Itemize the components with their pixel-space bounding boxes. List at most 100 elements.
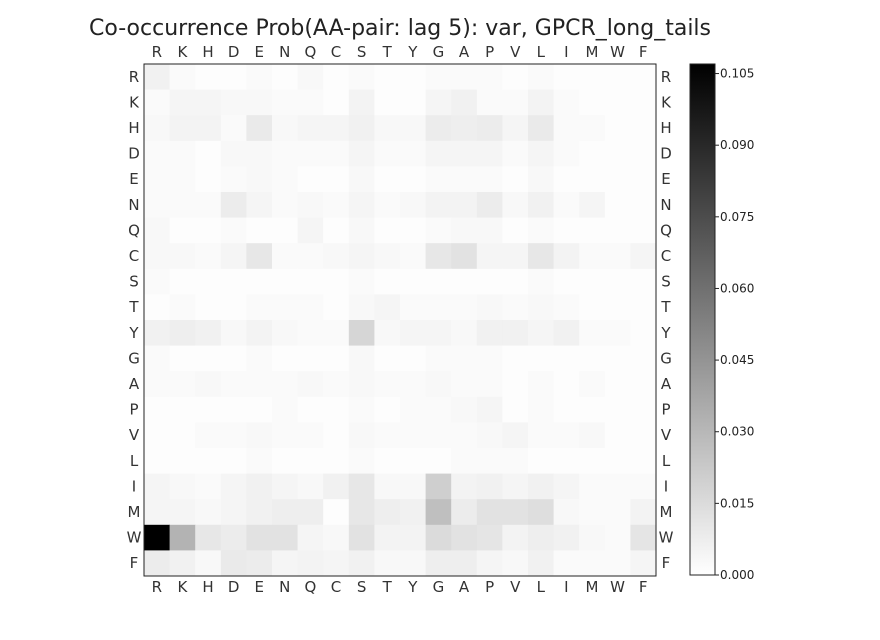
- colorbar-tick-label: 0.015: [720, 496, 754, 510]
- x-tick-top-P: P: [485, 43, 494, 61]
- heatmap-cell-Y-E: [246, 320, 273, 346]
- heatmap-cell-A-T: [374, 371, 401, 398]
- x-tick-bottom-T: T: [382, 578, 393, 596]
- heatmap-cell-R-K: [169, 64, 196, 90]
- x-tick-bottom-A: A: [459, 578, 470, 596]
- heatmap-cell-M-W: [604, 499, 631, 526]
- heatmap-cell-K-V: [502, 89, 529, 116]
- x-tick-top-K: K: [177, 43, 188, 61]
- heatmap-cell-C-V: [502, 243, 529, 270]
- y-tick-right-D: D: [660, 145, 672, 163]
- y-tick-right-G: G: [660, 349, 672, 367]
- heatmap-cell-D-D: [220, 140, 247, 167]
- heatmap-cell-F-S: [348, 550, 375, 577]
- heatmap-cell-G-A: [451, 345, 478, 372]
- heatmap-cell-C-G: [425, 243, 452, 270]
- heatmap-cell-S-T: [374, 268, 401, 295]
- heatmap-cell-D-W: [604, 140, 631, 167]
- heatmap-cell-S-A: [451, 268, 478, 295]
- heatmap-cell-K-H: [195, 89, 222, 116]
- x-tick-top-Q: Q: [304, 43, 316, 61]
- heatmap-cell-D-C: [323, 140, 350, 167]
- y-tick-right-H: H: [660, 119, 671, 137]
- heatmap-cell-T-I: [553, 294, 580, 321]
- heatmap-cell-H-L: [528, 115, 554, 142]
- heatmap-cell-Q-L: [528, 217, 554, 244]
- heatmap-cell-L-N: [272, 448, 298, 474]
- x-tick-bottom-Q: Q: [304, 578, 316, 596]
- y-tick-left-S: S: [129, 273, 139, 291]
- heatmap-cell-T-H: [195, 294, 222, 321]
- heatmap-cell-R-C: [323, 64, 350, 90]
- heatmap-cell-Q-S: [348, 217, 375, 244]
- colorbar-tick-label: 0.075: [720, 210, 754, 224]
- heatmap-cell-K-M: [579, 89, 606, 116]
- heatmap-cell-A-R: [144, 371, 170, 398]
- heatmap-cell-Q-V: [502, 217, 529, 244]
- heatmap-cell-R-I: [553, 64, 580, 90]
- y-tick-left-Q: Q: [128, 221, 140, 239]
- heatmap-cell-A-V: [502, 371, 529, 398]
- heatmap-cell-N-A: [451, 192, 478, 218]
- heatmap-cell-S-N: [272, 268, 298, 295]
- heatmap-cell-V-Q: [297, 422, 324, 449]
- heatmap-cell-F-K: [169, 550, 196, 577]
- heatmap-cell-T-E: [246, 294, 273, 321]
- heatmap-cell-A-I: [553, 371, 580, 398]
- heatmap-cell-Y-L: [528, 320, 554, 346]
- heatmap-cell-E-F: [630, 166, 657, 193]
- heatmap-cell-F-E: [246, 550, 273, 577]
- heatmap-cells: [144, 64, 657, 577]
- heatmap-cell-S-E: [246, 268, 273, 295]
- x-tick-bottom-R: R: [152, 578, 162, 596]
- heatmap-cell-I-Y: [400, 473, 426, 500]
- heatmap-cell-H-Y: [400, 115, 426, 142]
- heatmap-cell-I-M: [579, 473, 606, 500]
- heatmap-cell-C-I: [553, 243, 580, 270]
- heatmap-cell-E-V: [502, 166, 529, 193]
- heatmap-cell-R-T: [374, 64, 401, 90]
- heatmap-cell-M-C: [323, 499, 350, 526]
- heatmap-cell-I-R: [144, 473, 170, 500]
- heatmap-cell-R-W: [604, 64, 631, 90]
- heatmap-cell-L-E: [246, 448, 273, 474]
- heatmap-cell-K-E: [246, 89, 273, 116]
- heatmap-cell-H-M: [579, 115, 606, 142]
- heatmap-cell-A-L: [528, 371, 554, 398]
- colorbar-tick-label: 0.045: [720, 353, 754, 367]
- heatmap-cell-K-N: [272, 89, 298, 116]
- x-tick-top-M: M: [586, 43, 599, 61]
- heatmap-cell-W-Y: [400, 524, 426, 551]
- heatmap-cell-K-T: [374, 89, 401, 116]
- x-tick-bottom-F: F: [639, 578, 648, 596]
- heatmap-cell-D-T: [374, 140, 401, 167]
- heatmap-cell-L-W: [604, 448, 631, 474]
- heatmap-cell-H-I: [553, 115, 580, 142]
- heatmap-cell-F-V: [502, 550, 529, 577]
- heatmap-cell-T-V: [502, 294, 529, 321]
- heatmap-cell-V-G: [425, 422, 452, 449]
- heatmap-cell-T-N: [272, 294, 298, 321]
- heatmap-cell-C-S: [348, 243, 375, 270]
- y-tick-left-Y: Y: [128, 324, 139, 342]
- heatmap-cell-H-A: [451, 115, 478, 142]
- heatmap-cell-C-H: [195, 243, 222, 270]
- heatmap-cell-I-F: [630, 473, 657, 500]
- heatmap-cell-E-W: [604, 166, 631, 193]
- heatmap-cell-Q-C: [323, 217, 350, 244]
- heatmap-cell-K-S: [348, 89, 375, 116]
- x-tick-bottom-D: D: [228, 578, 240, 596]
- heatmap-cell-Q-Q: [297, 217, 324, 244]
- heatmap-cell-T-R: [144, 294, 170, 321]
- heatmap-cell-N-C: [323, 192, 350, 218]
- heatmap-cell-V-M: [579, 422, 606, 449]
- heatmap-cell-P-Q: [297, 396, 324, 423]
- heatmap-cell-L-H: [195, 448, 222, 474]
- heatmap-cell-C-D: [220, 243, 247, 270]
- heatmap-cell-S-M: [579, 268, 606, 295]
- heatmap-cell-I-T: [374, 473, 401, 500]
- heatmap-cell-Q-K: [169, 217, 196, 244]
- heatmap-cell-Q-F: [630, 217, 657, 244]
